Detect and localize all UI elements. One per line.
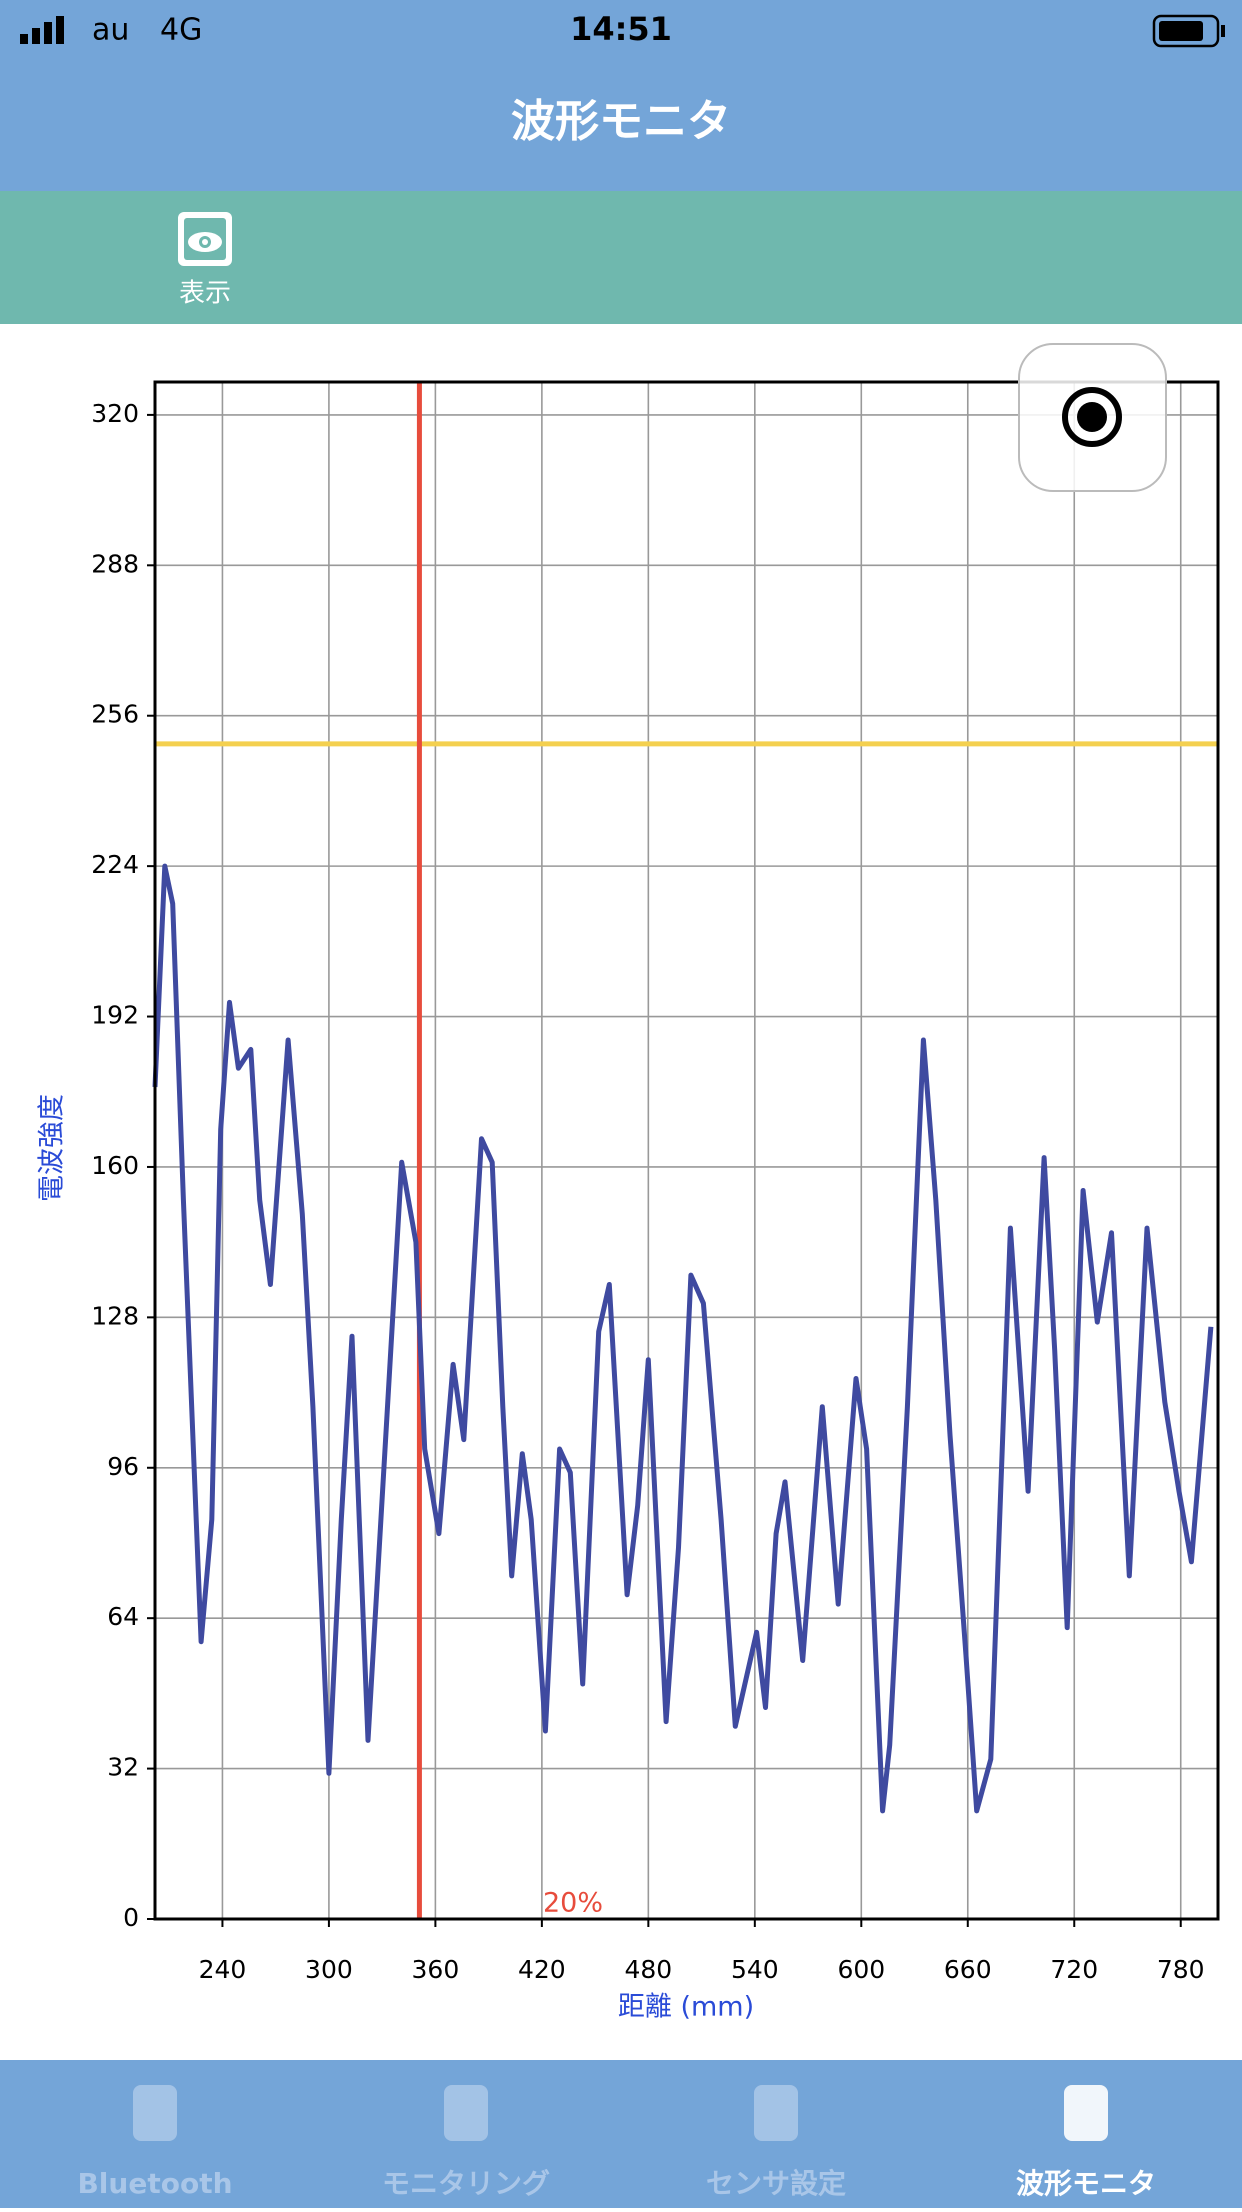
tab-icon[interactable] (1064, 2085, 1108, 2141)
x-axis-label: 距離 (mm) (618, 1992, 754, 2023)
waveform (152, 863, 1214, 1814)
tab-bar (0, 2060, 1242, 2208)
toolbar-label[interactable]: 表示 (179, 279, 231, 309)
tab-label[interactable]: センサ設定 (706, 2167, 846, 2200)
y-axis-label: 電波強度 (37, 1094, 68, 1202)
header-title: 波形モニタ (511, 96, 731, 147)
tab-label[interactable]: Bluetooth (77, 2167, 232, 2200)
plot-frame (153, 380, 1220, 1921)
x-tick-label: 360 (412, 1955, 460, 1984)
record-button[interactable] (1018, 343, 1167, 492)
tab[interactable]: モニタリング (382, 2085, 550, 2200)
content-bg (0, 324, 1242, 2060)
tab-icon[interactable] (754, 2085, 798, 2141)
x-tick-label: 660 (944, 1955, 992, 1984)
tab[interactable]: 波形モニタ (1016, 2085, 1156, 2200)
tab[interactable]: センサ設定 (706, 2085, 846, 2200)
y-tick-label: 0 (123, 1903, 139, 1932)
tab-label[interactable]: 波形モニタ (1016, 2167, 1156, 2200)
y-tick-label: 64 (107, 1602, 139, 1631)
y-tick-label: 256 (91, 700, 139, 729)
y-tick-label: 32 (107, 1753, 139, 1782)
tab-icon[interactable] (444, 2085, 488, 2141)
x-tick-label: 240 (199, 1955, 247, 1984)
x-tick-label: 540 (731, 1955, 779, 1984)
network: 4G (160, 13, 202, 48)
tab-label[interactable]: モニタリング (382, 2167, 550, 2200)
tab-icon[interactable] (133, 2085, 177, 2141)
x-tick-label: 720 (1050, 1955, 1098, 1984)
clock: 14:51 (570, 10, 672, 48)
x-tick-label: 780 (1157, 1955, 1205, 1984)
signal-icon (20, 16, 64, 44)
tab-items: Bluetooth モニタリング センサ設定 波形モニタ (77, 2085, 1156, 2200)
eye-button[interactable]: 表示 (178, 212, 232, 309)
y-tick-label: 192 (91, 1001, 139, 1030)
header-bg (0, 0, 1242, 191)
y-tick-label: 224 (91, 850, 139, 879)
y-tick-label: 288 (91, 549, 139, 578)
tab[interactable]: Bluetooth (77, 2085, 233, 2200)
x-tick-label: 480 (624, 1955, 672, 1984)
y-tick-label: 320 (91, 399, 139, 428)
carrier: au (92, 13, 129, 48)
x-tick-label: 600 (837, 1955, 885, 1984)
x-tick-label: 300 (305, 1955, 353, 1984)
battery-icon (1152, 14, 1225, 48)
y-tick-label: 128 (91, 1301, 139, 1330)
y-tick-label: 96 (107, 1452, 139, 1481)
annotation: 20% (543, 1888, 603, 1919)
y-tick-label: 160 (91, 1151, 139, 1180)
x-tick-label: 420 (518, 1955, 566, 1984)
chart: 0 32 64 96 128 160 192 224 256 288 320 240 300 360 420… (37, 380, 1220, 2023)
